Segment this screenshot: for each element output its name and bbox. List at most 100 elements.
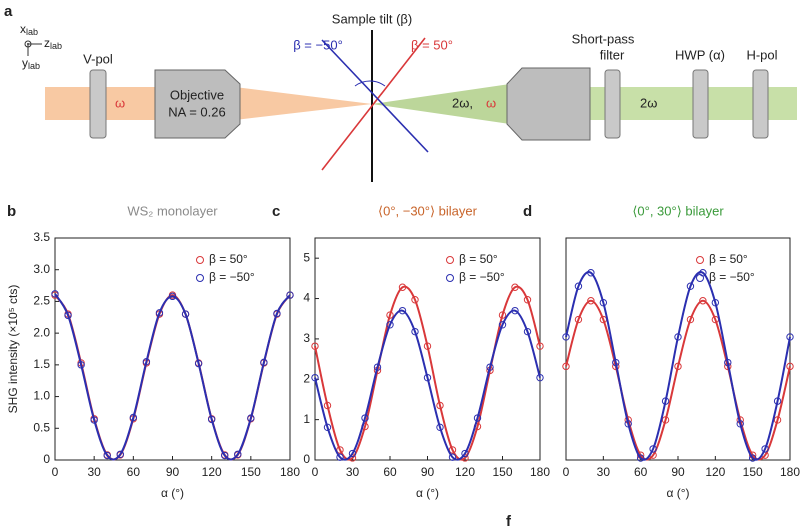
data-point — [116, 450, 124, 458]
label: Objective — [170, 87, 224, 102]
data-point — [336, 446, 344, 454]
x-tick-label: 180 — [280, 465, 300, 479]
panel-letter: f — [506, 513, 512, 530]
beam-shg — [372, 84, 510, 124]
data-point — [361, 414, 369, 422]
x-tick-label: 90 — [421, 465, 435, 479]
data-point — [724, 358, 732, 367]
x-axis-label: α (°) — [161, 486, 184, 500]
data-point — [436, 401, 444, 410]
data-point — [90, 416, 98, 424]
chart: d ⟨0°, 30°⟩ bilayer 0 30 60 90 120 150 180 α (°) β… — [523, 203, 800, 500]
data-point — [574, 315, 583, 324]
data-point — [461, 449, 469, 458]
x-tick-label: 60 — [127, 465, 141, 479]
legend-marker — [196, 256, 204, 264]
axis-name: ylab — [22, 56, 40, 71]
data-point — [260, 358, 268, 367]
data-point — [562, 362, 570, 371]
data-point — [423, 342, 432, 350]
data-point — [398, 306, 407, 315]
legend-label: β = −50° — [459, 270, 505, 284]
data-point — [686, 282, 695, 290]
x-tick-label: 150 — [743, 465, 763, 479]
x-tick-label: 180 — [780, 465, 800, 479]
plot-frame — [54, 237, 291, 461]
label: 2ω — [640, 95, 657, 110]
chart-title: WS₂ monolayer — [127, 203, 218, 218]
data-point — [398, 283, 407, 291]
sample-tilt-neg — [321, 39, 429, 153]
data-point — [661, 397, 670, 405]
data-point — [64, 311, 72, 320]
data-point — [436, 423, 444, 432]
x-tick-label: 180 — [530, 465, 550, 479]
data-point — [168, 292, 177, 301]
fit-line — [565, 271, 791, 461]
y-tick-label: 1.0 — [33, 389, 50, 403]
data-point — [786, 333, 794, 341]
x-tick-label: 0 — [563, 465, 570, 479]
data-point — [247, 414, 255, 422]
data-point — [473, 414, 482, 422]
panel-letter: d — [523, 203, 532, 220]
chart: b WS₂ monolayer 0 30 60 90 120 150 180 α (°) 0 0.5 1… — [6, 203, 300, 500]
polarizer — [752, 69, 769, 139]
fit-line — [314, 309, 541, 461]
label: filter — [600, 47, 625, 62]
y-tick-label: 2 — [303, 371, 310, 385]
y-tick-label: 0 — [43, 452, 50, 466]
y-tick-label: 2.0 — [33, 325, 50, 339]
data-point — [587, 269, 595, 277]
x-tick-label: 30 — [597, 465, 611, 479]
x-tick-label: 120 — [455, 465, 475, 479]
data-point — [674, 333, 682, 341]
x-axis-label: α (°) — [666, 486, 689, 500]
data-point — [786, 362, 794, 371]
label: Sample tilt (β) — [332, 11, 412, 26]
data-point — [423, 373, 432, 382]
legend-label: β = 50° — [209, 252, 248, 266]
x-tick-label: 0 — [312, 465, 319, 479]
data-point — [77, 361, 85, 369]
chart-title: ⟨0°, 30°⟩ bilayer — [632, 203, 724, 218]
panel-letter: c — [272, 203, 280, 220]
data-point — [661, 416, 670, 424]
data-point — [736, 420, 744, 428]
y-tick-label: 5 — [303, 250, 310, 264]
objective — [506, 67, 591, 141]
label: β = −50° — [293, 37, 343, 52]
axis-name: zlab — [44, 36, 62, 51]
data-point — [562, 333, 570, 341]
data-point — [323, 401, 332, 410]
fit-line — [54, 293, 291, 461]
filter — [604, 69, 621, 139]
data-point — [699, 297, 707, 305]
data-point — [574, 282, 583, 290]
label: ω — [486, 95, 496, 110]
legend-label: β = −50° — [209, 270, 255, 284]
data-point — [194, 359, 203, 368]
label: ω — [115, 95, 125, 110]
legend-marker — [696, 274, 704, 282]
data-point — [448, 446, 457, 454]
y-tick-label: 0.5 — [33, 420, 50, 434]
data-point — [142, 357, 151, 366]
y-tick-label: 0 — [303, 452, 310, 466]
y-tick-label: 2.5 — [33, 294, 50, 308]
data-point — [386, 321, 394, 329]
x-tick-label: 120 — [202, 465, 222, 479]
legend-label: β = −50° — [709, 270, 755, 284]
data-point — [536, 373, 544, 382]
label: β = 50° — [411, 37, 453, 52]
legend-label: β = 50° — [459, 252, 498, 266]
data-point — [748, 454, 757, 462]
data-point — [323, 423, 332, 432]
sample-tilt-pos — [321, 37, 426, 171]
legend-label: β = 50° — [709, 252, 748, 266]
data-point — [181, 310, 190, 318]
label: 2ω, — [452, 95, 473, 110]
data-point — [636, 454, 645, 462]
data-point — [373, 363, 382, 371]
